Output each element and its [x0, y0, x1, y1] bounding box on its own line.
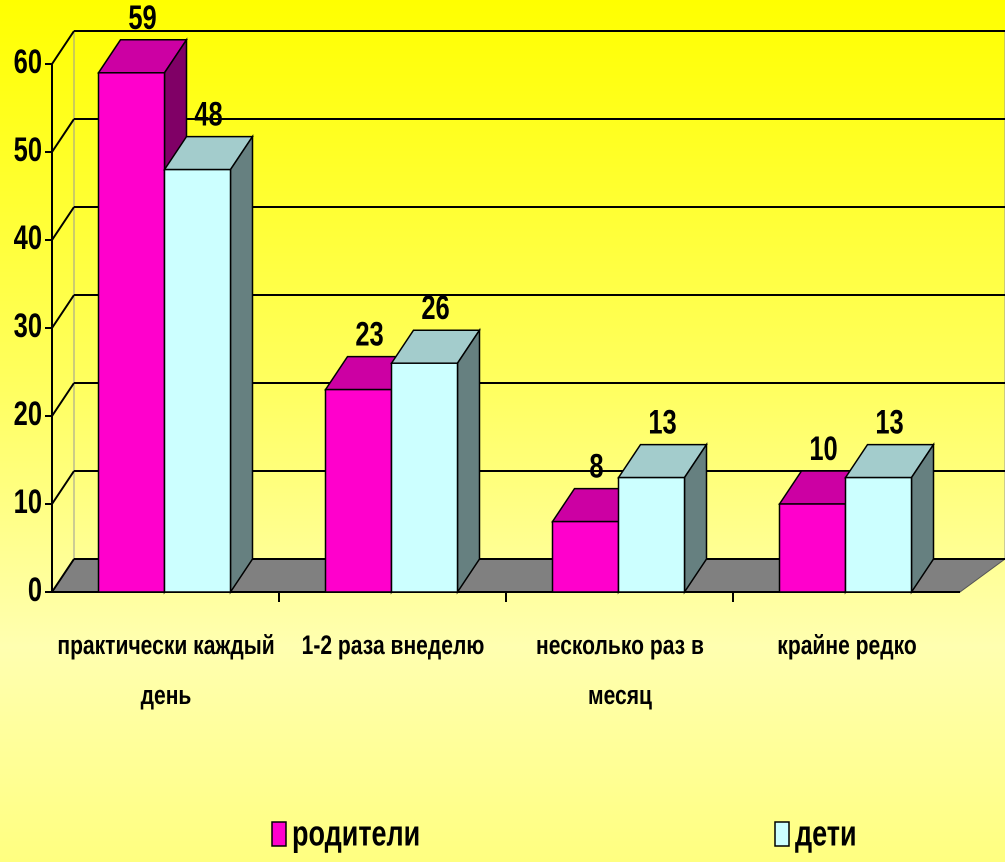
- legend-label: дети: [795, 813, 857, 854]
- x-tick-label: практически каждый день: [56, 630, 275, 710]
- x-tick-label: 1-2 раза внеделю: [301, 630, 484, 660]
- bar: [617, 476, 686, 593]
- bar: [163, 168, 232, 593]
- value-label: 13: [648, 404, 676, 441]
- y-tick-label: 0: [28, 572, 42, 609]
- value-label: 26: [421, 290, 449, 327]
- y-tick-label: 20: [14, 396, 42, 433]
- value-label: 10: [809, 431, 837, 468]
- bar: [778, 503, 847, 593]
- x-tick-label: несколько раз в месяц: [535, 630, 704, 710]
- grid-line-side: [51, 206, 75, 241]
- bar-side: [229, 134, 254, 595]
- grid-line-side: [51, 118, 75, 153]
- bar: [390, 362, 459, 593]
- grid-line-side: [51, 558, 75, 593]
- value-label: 23: [355, 316, 383, 353]
- y-tick-label: 60: [14, 44, 42, 81]
- value-label: 48: [194, 96, 222, 133]
- y-tick-label: 40: [14, 220, 42, 257]
- grid-line-side: [51, 470, 75, 505]
- bar: [324, 388, 393, 593]
- legend-swatch: [774, 821, 790, 847]
- value-label: 59: [128, 0, 156, 37]
- value-label: 13: [875, 404, 903, 441]
- y-tick-label: 50: [14, 132, 42, 169]
- bar: [97, 72, 166, 593]
- bar: [844, 476, 913, 593]
- value-label: 8: [589, 448, 603, 485]
- y-tick-label: 10: [14, 484, 42, 521]
- y-tick-label: 30: [14, 308, 42, 345]
- bar-side: [456, 327, 481, 595]
- legend-label: родители: [292, 813, 420, 854]
- bar: [551, 520, 620, 593]
- grid-line-side: [51, 30, 75, 65]
- grid-line-side: [51, 294, 75, 329]
- legend-swatch: [271, 821, 287, 847]
- grid-line-side: [51, 382, 75, 417]
- x-tick-label: крайне редко: [776, 630, 917, 660]
